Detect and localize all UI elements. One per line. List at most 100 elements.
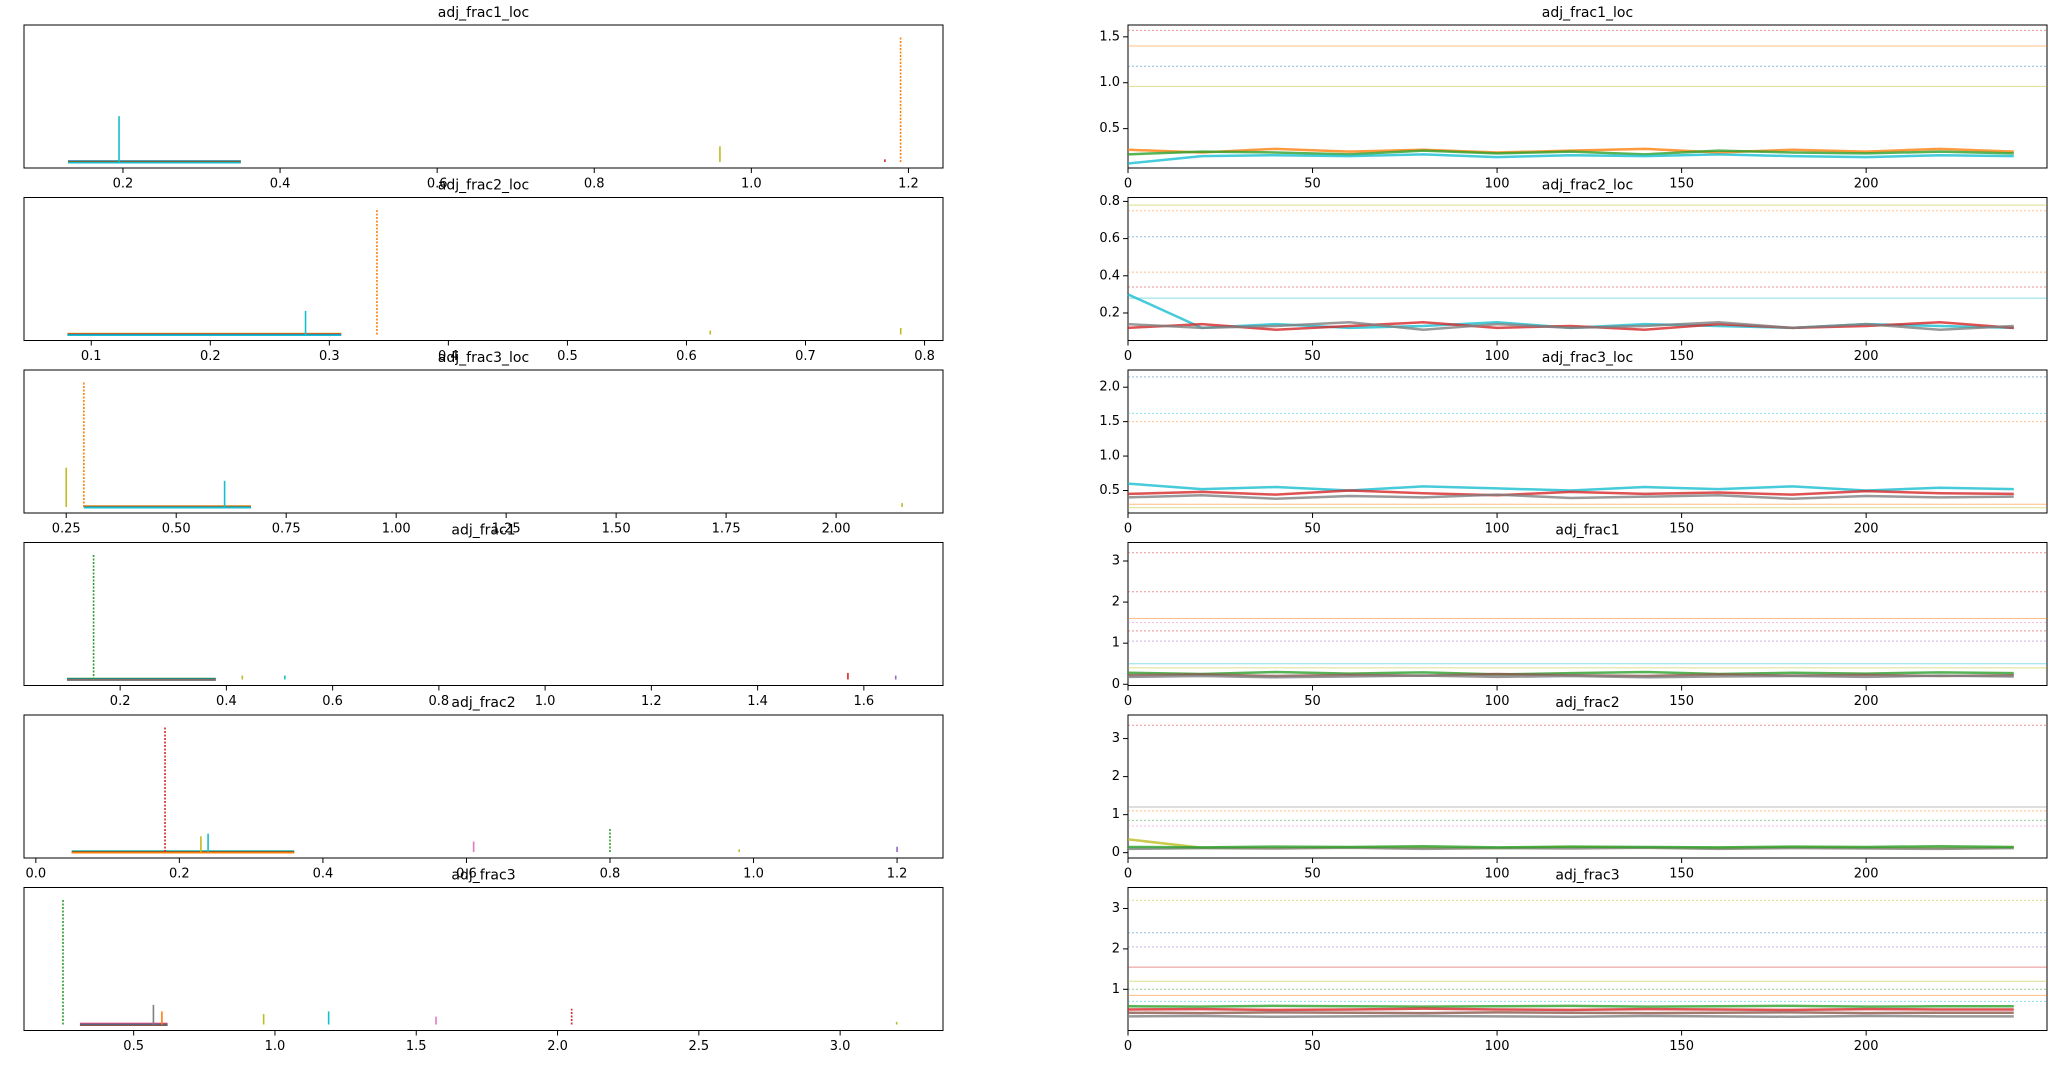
panel-title: adj_frac3 (1555, 868, 1619, 884)
panel-title: adj_frac1 (451, 523, 515, 539)
x-tick-label: 1.0 (741, 177, 762, 192)
x-tick-label: 0.6 (456, 867, 477, 882)
x-tick-label: 0.5 (557, 349, 578, 364)
x-tick-label: 200 (1854, 694, 1879, 709)
axes-frame (1127, 369, 2048, 514)
y-tick-label: 2 (1112, 941, 1120, 956)
x-tick-label: 0.4 (313, 867, 334, 882)
x-tick-label: 0.4 (216, 694, 237, 709)
panel-title: adj_frac3 (451, 868, 515, 884)
x-tick-label: 0.2 (200, 349, 221, 364)
x-tick-label: 1.2 (898, 177, 919, 192)
x-tick-label: 1.00 (382, 522, 411, 537)
x-tick-label: 0 (1124, 522, 1132, 537)
x-tick-label: 150 (1669, 694, 1694, 709)
axes-frame (1127, 714, 2048, 859)
panel-title: adj_frac2 (451, 695, 515, 711)
x-tick-label: 1.6 (854, 694, 875, 709)
y-tick-label: 3 (1112, 901, 1120, 916)
trace-line (1127, 293, 2014, 330)
x-tick-label: 0.75 (272, 522, 301, 537)
x-tick-label: 0.1 (81, 349, 102, 364)
x-tick-label: 150 (1669, 1039, 1694, 1054)
y-tick-label: 0.8 (1099, 194, 1120, 209)
trace-line (1127, 844, 2014, 849)
x-tick-label: 0 (1124, 694, 1132, 709)
y-tick-label: 0 (1112, 845, 1120, 860)
axes-frame (23, 887, 944, 1031)
trace-line (1127, 321, 2014, 331)
axes-frame (23, 197, 944, 341)
x-tick-label: 200 (1854, 349, 1879, 364)
x-tick-label: 50 (1304, 522, 1321, 537)
x-tick-label: 150 (1669, 177, 1694, 192)
x-tick-label: 1.50 (602, 522, 631, 537)
trace-line (1127, 489, 2014, 497)
y-tick-label: 1.5 (1099, 29, 1120, 44)
axes-frame (1127, 542, 2048, 686)
x-tick-label: 100 (1485, 867, 1510, 882)
x-tick-label: 3.0 (830, 1039, 851, 1054)
x-tick-label: 200 (1854, 177, 1879, 192)
y-tick-label: 0.6 (1099, 231, 1120, 246)
trace-line (1127, 1011, 2014, 1015)
x-tick-label: 0.4 (270, 177, 291, 192)
x-tick-label: 0.6 (322, 694, 343, 709)
x-tick-label: 50 (1304, 177, 1321, 192)
x-tick-label: 1.25 (492, 522, 521, 537)
x-tick-label: 2.00 (822, 522, 851, 537)
y-tick-label: 0.4 (1099, 268, 1120, 283)
panel-title: adj_frac3_loc (438, 350, 529, 366)
trace-line (1127, 482, 2014, 492)
y-tick-label: 3 (1112, 731, 1120, 746)
x-tick-label: 150 (1669, 522, 1694, 537)
x-tick-label: 0.6 (427, 177, 448, 192)
y-tick-label: 3 (1112, 553, 1120, 568)
panel-title: adj_frac2 (1555, 695, 1619, 711)
x-tick-label: 150 (1669, 349, 1694, 364)
x-tick-label: 1.2 (641, 694, 662, 709)
x-tick-label: 0.8 (584, 177, 605, 192)
x-tick-label: 0.8 (600, 867, 621, 882)
trace-line (1127, 493, 2014, 500)
x-tick-label: 0.2 (113, 177, 134, 192)
trace-line (1127, 149, 2014, 156)
x-tick-label: 0.6 (676, 349, 697, 364)
panel-title: adj_frac2_loc (438, 178, 529, 194)
x-tick-label: 0.2 (110, 694, 131, 709)
trace-line (1127, 846, 2014, 851)
trace-line (1127, 1014, 2014, 1019)
axes-frame (1127, 887, 2048, 1031)
y-tick-label: 2.0 (1099, 380, 1120, 395)
x-tick-label: 100 (1485, 694, 1510, 709)
x-tick-label: 0 (1124, 177, 1132, 192)
y-tick-label: 1 (1112, 982, 1120, 997)
panel-title: adj_frac1_loc (438, 5, 529, 21)
x-tick-label: 100 (1485, 177, 1510, 192)
x-tick-label: 0.8 (914, 349, 935, 364)
x-tick-label: 0.5 (123, 1039, 144, 1054)
x-tick-label: 1.0 (535, 694, 556, 709)
axes-frame (23, 24, 944, 169)
x-tick-label: 0.0 (25, 867, 46, 882)
x-tick-label: 50 (1304, 349, 1321, 364)
y-tick-label: 1 (1112, 636, 1120, 651)
panel-title: adj_frac1 (1555, 523, 1619, 539)
panel-title: adj_frac1_loc (1542, 5, 1633, 21)
x-tick-label: 0.2 (169, 867, 190, 882)
x-tick-label: 1.4 (747, 694, 768, 709)
axes-frame (23, 714, 944, 859)
y-tick-label: 2 (1112, 595, 1120, 610)
x-tick-label: 100 (1485, 522, 1510, 537)
y-tick-label: 0 (1112, 677, 1120, 692)
x-tick-label: 0 (1124, 349, 1132, 364)
x-tick-label: 50 (1304, 1039, 1321, 1054)
x-tick-label: 100 (1485, 1039, 1510, 1054)
x-tick-label: 0 (1124, 1039, 1132, 1054)
x-tick-label: 1.5 (406, 1039, 427, 1054)
y-tick-label: 1 (1112, 807, 1120, 822)
x-tick-label: 50 (1304, 867, 1321, 882)
x-tick-label: 0.50 (162, 522, 191, 537)
panel-title: adj_frac3_loc (1542, 350, 1633, 366)
x-tick-label: 1.0 (265, 1039, 286, 1054)
